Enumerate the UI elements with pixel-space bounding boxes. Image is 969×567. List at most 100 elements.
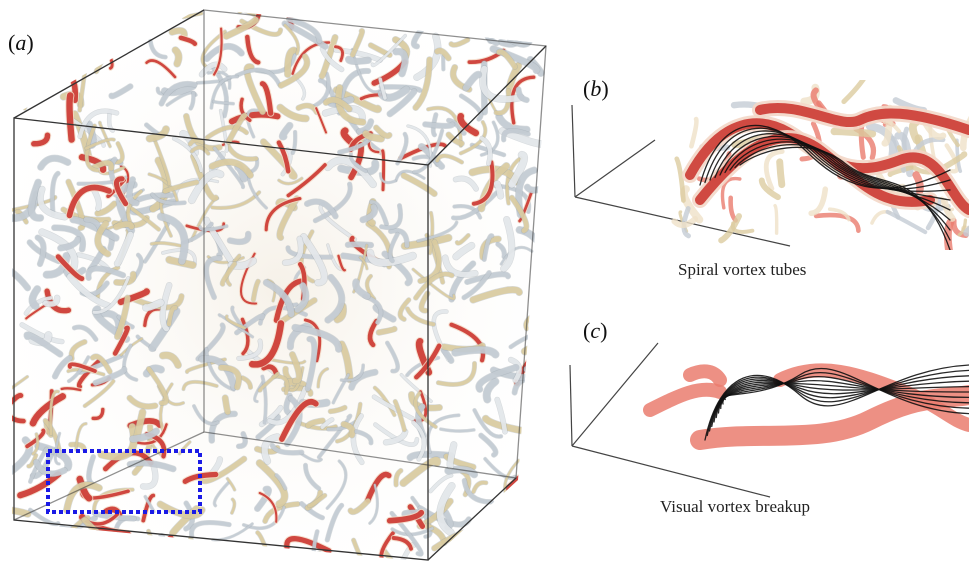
cube-frame bbox=[13, 9, 547, 561]
vortex-tube bbox=[179, 535, 195, 562]
vortex-tube bbox=[34, 442, 72, 471]
vortex-tube bbox=[523, 323, 548, 373]
vortex-tube bbox=[446, 118, 467, 136]
vortex-tube bbox=[86, 12, 114, 27]
vortex-tube bbox=[94, 200, 118, 217]
vortex-tube bbox=[356, 118, 374, 135]
vortex-tube-shadow bbox=[40, 32, 71, 76]
vortex-tube bbox=[279, 399, 319, 442]
vortex-tube bbox=[273, 278, 306, 323]
vortex-tube bbox=[773, 203, 779, 235]
vortex-tube bbox=[365, 274, 376, 301]
vortex-tube bbox=[394, 170, 426, 182]
vortex-tube bbox=[74, 422, 88, 451]
vortex-tube-shadow bbox=[151, 533, 167, 559]
vortex-tube bbox=[67, 362, 97, 373]
vortex-tube bbox=[279, 122, 293, 140]
vortex-tube-halo bbox=[447, 10, 468, 21]
vortex-tube bbox=[495, 113, 530, 133]
vortex-tube-shadow bbox=[496, 496, 518, 517]
vortex-tube bbox=[307, 493, 327, 508]
vortex-tube bbox=[195, 323, 226, 361]
vortex-tube bbox=[218, 313, 254, 338]
vortex-tube bbox=[494, 88, 511, 116]
vortex-tube bbox=[220, 261, 237, 287]
vortex-tube bbox=[412, 56, 433, 111]
vortex-tube-shadow bbox=[530, 507, 548, 532]
vortex-tube bbox=[462, 478, 494, 505]
vortex-tube-shadow bbox=[105, 8, 126, 20]
panel-label-b: (b) bbox=[583, 76, 609, 101]
streamline bbox=[739, 146, 951, 250]
vortex-tube bbox=[531, 508, 548, 531]
axes-c bbox=[569, 342, 771, 498]
vortex-tube bbox=[24, 331, 63, 358]
vortex-tube bbox=[315, 107, 328, 134]
vortex-tube bbox=[210, 75, 239, 110]
vortex-tube bbox=[345, 56, 372, 65]
vortex-tube bbox=[142, 299, 165, 312]
streamline bbox=[717, 379, 969, 414]
vortex-tube bbox=[161, 248, 197, 265]
vortex-tube bbox=[350, 28, 365, 58]
vortex-tube bbox=[31, 432, 39, 456]
vortex-tube bbox=[182, 471, 219, 484]
vortex-tube bbox=[113, 141, 125, 165]
vortex-tube bbox=[827, 207, 851, 222]
vortex-tube bbox=[366, 249, 417, 267]
vortex-tube bbox=[31, 132, 51, 147]
vortex-tube bbox=[455, 233, 471, 246]
vortex-tube bbox=[42, 41, 87, 60]
vortex-tube-shadow bbox=[530, 475, 547, 495]
vortex-tube bbox=[182, 380, 219, 391]
vortex-tube bbox=[67, 273, 111, 309]
vortex-tube bbox=[107, 109, 115, 133]
vortex-tube bbox=[261, 433, 281, 465]
vortex-tube bbox=[388, 228, 410, 248]
vortex-tube bbox=[236, 339, 263, 361]
vortex-tube bbox=[413, 271, 455, 301]
vortex-tube bbox=[405, 306, 436, 327]
vortex-tube bbox=[508, 357, 522, 383]
vortex-tube bbox=[328, 405, 347, 414]
vortex-tube bbox=[476, 364, 519, 393]
vortex-tube bbox=[227, 231, 251, 245]
streamline bbox=[708, 375, 969, 432]
vortex-tube bbox=[376, 326, 398, 336]
vortex-tube bbox=[67, 355, 90, 383]
vortex-tube bbox=[830, 127, 877, 138]
vortex-tube bbox=[263, 279, 295, 318]
vortex-tube bbox=[157, 213, 189, 265]
vortex-tube bbox=[529, 334, 548, 348]
vortex-tube bbox=[728, 195, 738, 223]
vortex-tube bbox=[72, 325, 98, 342]
vortex-tube-shadow bbox=[477, 8, 500, 47]
vortex-tube bbox=[477, 516, 498, 545]
vortex-tube bbox=[236, 431, 248, 449]
vortex-tube bbox=[319, 34, 338, 79]
vortex-isosurface bbox=[643, 382, 727, 417]
vortex-tube bbox=[372, 304, 397, 323]
vortex-tube bbox=[12, 195, 57, 212]
vortex-tube bbox=[226, 113, 248, 145]
vortex-tube bbox=[243, 63, 266, 115]
vortex-tube bbox=[19, 58, 52, 87]
streamlines-c bbox=[704, 364, 969, 441]
vortex-tube bbox=[371, 34, 407, 67]
vortex-tube bbox=[209, 411, 238, 444]
streamline bbox=[713, 381, 969, 423]
vortex-tube bbox=[386, 509, 425, 524]
vortex-tube bbox=[213, 481, 230, 507]
streamline bbox=[729, 141, 951, 231]
vortex-tube bbox=[379, 203, 403, 230]
vortex-tube bbox=[27, 239, 62, 264]
vortex-tube bbox=[408, 391, 443, 411]
vortex-tube bbox=[326, 420, 357, 431]
vortex-tube bbox=[129, 428, 160, 443]
vortex-tube bbox=[368, 483, 379, 525]
vortex-tube bbox=[68, 442, 87, 451]
vortex-tube bbox=[362, 130, 385, 142]
vortex-tube bbox=[299, 451, 323, 463]
vortex-tube bbox=[451, 346, 499, 358]
